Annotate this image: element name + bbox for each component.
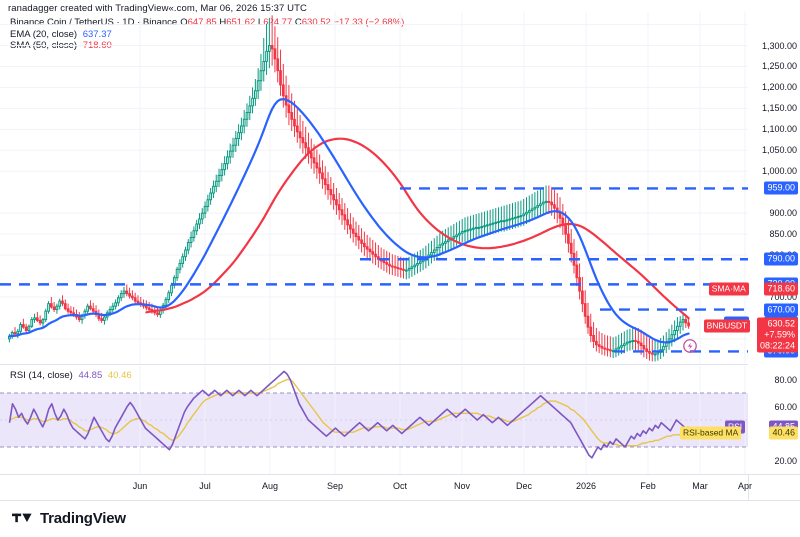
legend-ema-value: 637.37 bbox=[82, 28, 112, 40]
last-price-value: 630.52 bbox=[767, 318, 795, 329]
price-tick-label: 1,150.00 bbox=[761, 103, 797, 114]
countdown-timer: 08:22:24 bbox=[759, 340, 795, 351]
rsi-chart-svg bbox=[0, 366, 748, 474]
price-chart-pane[interactable] bbox=[0, 12, 748, 364]
price-tick-label: 1,200.00 bbox=[761, 82, 797, 93]
series-value-tag[interactable]: 718.60 bbox=[764, 282, 798, 296]
rsi-value-tag[interactable]: 40.46 bbox=[769, 426, 798, 440]
price-scale[interactable]: 1,300.00 1,250.00 1,200.00 1,150.00 1,100.00… bbox=[748, 0, 800, 474]
rsi-tick-label: 80.00 bbox=[774, 374, 797, 385]
pane-divider bbox=[0, 364, 800, 365]
price-tick-label: 1,250.00 bbox=[761, 61, 797, 72]
price-level-tag[interactable]: 670.00 bbox=[764, 303, 798, 317]
price-level-tag[interactable]: 790.00 bbox=[764, 252, 798, 266]
time-scale-divider bbox=[0, 474, 800, 475]
price-tick-label: 700.00 bbox=[769, 291, 797, 302]
legend-open-label: O bbox=[180, 17, 188, 28]
legend-high-value: 651.62 bbox=[226, 17, 256, 28]
price-tick-label: 1,300.00 bbox=[761, 40, 797, 51]
price-tick-label: 850.00 bbox=[769, 229, 797, 240]
time-tick-label: Dec bbox=[515, 481, 533, 491]
legend-open-value: 647.85 bbox=[187, 17, 217, 28]
rsi-series-name-tag[interactable]: RSI-based MA bbox=[680, 426, 742, 440]
last-price-change: +7.59% bbox=[764, 329, 795, 340]
series-name-tag[interactable]: SMA·MA bbox=[708, 282, 749, 296]
time-tick-label: Jul bbox=[199, 481, 211, 491]
price-level-tag[interactable]: 959.00 bbox=[764, 181, 798, 195]
legend-ema-row[interactable]: EMA (20, close) 637.37 bbox=[10, 29, 404, 41]
legend-close-value: 630.52 bbox=[301, 17, 331, 28]
rsi-tick-label: 60.00 bbox=[774, 401, 797, 412]
series-value-tag[interactable]: 630.52 +7.59% 08:22:24 bbox=[756, 317, 798, 353]
time-scale[interactable]: Jun Jul Aug Sep Oct Nov Dec 2026 Feb Mar Apr bbox=[0, 474, 752, 500]
series-name-tag[interactable]: BNBUSDT bbox=[703, 319, 751, 333]
footer-bar: TradingView bbox=[0, 500, 800, 537]
time-tick-label: Jun bbox=[132, 481, 148, 491]
flash-marker-icon[interactable] bbox=[683, 339, 697, 353]
rsi-chart-pane[interactable] bbox=[0, 366, 748, 474]
tradingview-logo[interactable]: TradingView bbox=[12, 510, 126, 527]
rsi-legend[interactable]: RSI (14, close) 44.85 40.46 bbox=[10, 370, 132, 381]
legend-low-label: L bbox=[257, 17, 264, 28]
rsi-legend-ma-value: 40.46 bbox=[107, 370, 132, 381]
legend-close-label: C bbox=[294, 17, 302, 28]
legend-symbol-row[interactable]: Binance Coin / TetherUS · 1D · Binance O6… bbox=[10, 17, 404, 29]
legend-ema-label: EMA (20, close) bbox=[10, 28, 78, 40]
time-tick-label: Oct bbox=[392, 481, 408, 491]
price-tick-label: 1,050.00 bbox=[761, 145, 797, 156]
price-tick-label: 1,000.00 bbox=[761, 166, 797, 177]
tradingview-wordmark: TradingView bbox=[40, 510, 126, 527]
legend-change-value: −17.33 (−2.68%) bbox=[333, 17, 405, 28]
legend-symbol-title: Binance Coin / TetherUS · 1D · Binance bbox=[10, 17, 178, 28]
price-tick-label: 900.00 bbox=[769, 208, 797, 219]
attribution-text: ranadagger created with TradingView«.com… bbox=[8, 3, 307, 14]
legend-low-value: 624.77 bbox=[263, 17, 293, 28]
rsi-legend-label: RSI (14, close) bbox=[10, 370, 73, 381]
time-tick-label: Aug bbox=[261, 481, 279, 491]
rsi-legend-value: 44.85 bbox=[78, 370, 103, 381]
time-tick-label: Nov bbox=[453, 481, 471, 491]
time-tick-label: 2026 bbox=[575, 481, 597, 491]
price-chart-svg bbox=[0, 12, 748, 364]
time-tick-label: Feb bbox=[640, 481, 656, 491]
rsi-tick-label: 20.00 bbox=[774, 455, 797, 466]
tradingview-logo-icon bbox=[12, 513, 32, 523]
time-tick-label: Apr bbox=[737, 481, 753, 491]
time-tick-label: Mar bbox=[692, 481, 708, 491]
legend-high-label: H bbox=[219, 17, 227, 28]
time-tick-label: Sep bbox=[326, 481, 344, 491]
price-tick-label: 1,100.00 bbox=[761, 124, 797, 135]
